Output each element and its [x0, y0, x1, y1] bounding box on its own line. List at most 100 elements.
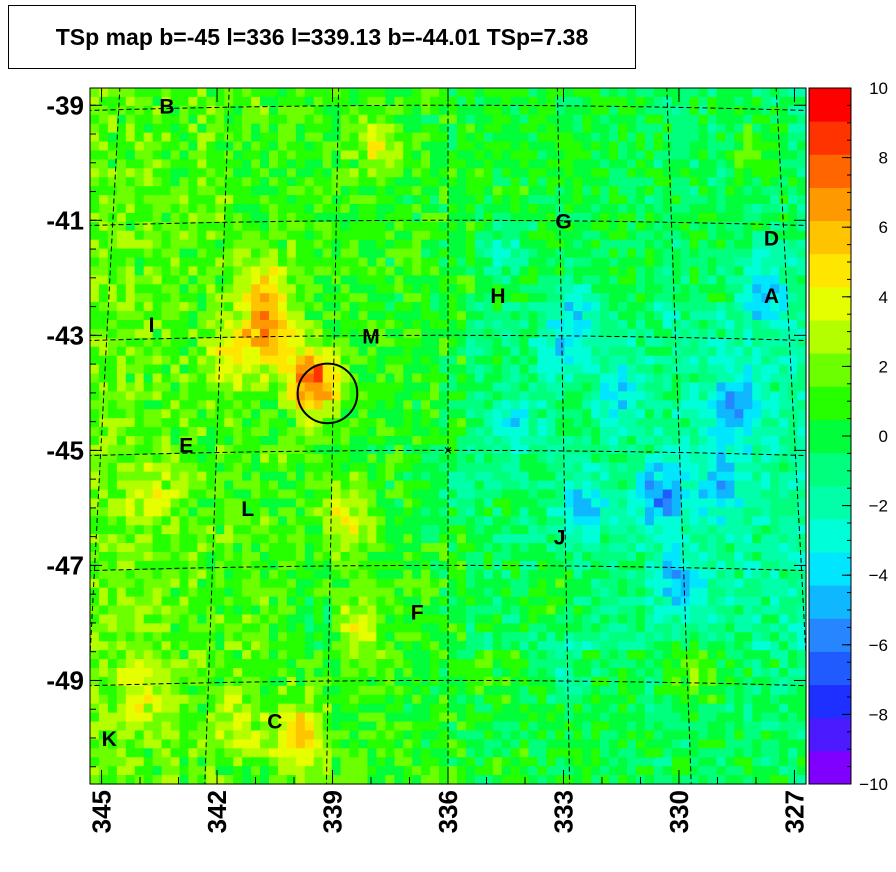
heatmap-cell [644, 239, 655, 250]
heatmap-cell [510, 337, 521, 348]
heatmap-cell [501, 221, 512, 232]
heatmap-cell [546, 578, 556, 589]
heatmap-cell [161, 284, 172, 294]
heatmap-cell [573, 284, 583, 294]
heatmap-cell [322, 96, 333, 107]
heatmap-cell [448, 212, 458, 223]
heatmap-cell [600, 471, 610, 482]
heatmap-cell [340, 623, 351, 633]
heatmap-cell [358, 391, 369, 401]
heatmap-cell [456, 123, 467, 134]
heatmap-cell [313, 507, 324, 517]
heatmap-cell [788, 453, 798, 464]
heatmap-cell [788, 498, 798, 508]
heatmap-cell [483, 168, 494, 178]
heatmap-cell [743, 471, 753, 482]
heatmap-cell [680, 569, 691, 580]
heatmap-cell [671, 204, 682, 214]
heatmap-cell [242, 498, 252, 508]
heatmap-cell [421, 114, 431, 125]
heatmap-cell [286, 596, 297, 607]
heatmap-cell [251, 266, 261, 276]
heatmap-cell [761, 195, 771, 205]
heatmap-cell [215, 257, 225, 268]
heatmap-cell [528, 284, 539, 294]
heatmap-cell [161, 105, 172, 116]
heatmap-cell [277, 498, 288, 508]
heatmap-cell [412, 221, 422, 232]
heatmap-cell [161, 88, 172, 98]
heatmap-cell [680, 632, 691, 642]
heatmap-cell [474, 275, 485, 285]
heatmap-cell [448, 320, 458, 330]
heatmap-cell [107, 337, 118, 348]
heatmap-cell [752, 453, 762, 464]
heatmap-cell [376, 195, 386, 205]
heatmap-cell [439, 543, 449, 553]
heatmap-cell [206, 552, 216, 562]
heatmap-cell [510, 587, 521, 598]
heatmap-cell [233, 578, 243, 589]
heatmap-cell [394, 355, 404, 366]
heatmap-cell [277, 311, 288, 321]
heatmap-cell [161, 614, 172, 624]
heatmap-cell [635, 355, 646, 366]
heatmap-cell [591, 373, 601, 384]
heatmap-cell [653, 320, 664, 330]
heatmap-cell [161, 471, 172, 482]
heatmap-cell [448, 498, 458, 508]
heatmap-cell [260, 355, 270, 366]
heatmap-cell [528, 543, 539, 553]
heatmap-cell [98, 373, 109, 384]
heatmap-cell [537, 632, 548, 642]
heatmap-cell [689, 96, 700, 107]
heatmap-cell [770, 221, 780, 232]
heatmap-cell [331, 498, 342, 508]
heatmap-cell [412, 516, 422, 526]
heatmap-cell [349, 96, 360, 107]
heatmap-cell [465, 230, 476, 241]
heatmap-cell [251, 516, 261, 526]
heatmap-cell [519, 364, 530, 375]
heatmap-cell [313, 257, 324, 268]
heatmap-cell [465, 328, 476, 339]
heatmap-cell [161, 641, 172, 651]
heatmap-cell [224, 186, 234, 196]
heatmap-cell [671, 150, 682, 160]
heatmap-cell [90, 382, 100, 392]
heatmap-cell [689, 132, 700, 143]
heatmap-cell [743, 293, 753, 303]
heatmap-cell [609, 230, 619, 241]
heatmap-cell [707, 560, 718, 571]
heatmap-cell [510, 525, 521, 535]
heatmap-cell [90, 427, 100, 437]
heatmap-cell [224, 605, 234, 616]
heatmap-cell [197, 373, 207, 384]
heatmap-cell [340, 320, 351, 330]
heatmap-cell [143, 355, 154, 366]
heatmap-cell [179, 596, 190, 607]
heatmap-cell [161, 391, 172, 401]
heatmap-cell [421, 96, 431, 107]
heatmap-cell [734, 266, 744, 276]
heatmap-cell [260, 311, 270, 321]
heatmap-cell [421, 623, 431, 633]
heatmap-cell [779, 623, 789, 633]
heatmap-cell [251, 453, 261, 464]
heatmap-cell [385, 623, 395, 633]
heatmap-cell [591, 311, 601, 321]
heatmap-cell [277, 337, 288, 348]
heatmap-cell [98, 507, 109, 517]
heatmap-cell [421, 409, 431, 419]
heatmap-cell [743, 195, 753, 205]
heatmap-cell [591, 507, 601, 517]
heatmap-cell [788, 221, 798, 232]
heatmap-cell [779, 150, 789, 160]
heatmap-cell [439, 578, 449, 589]
heatmap-cell [412, 105, 422, 116]
heatmap-cell [170, 266, 181, 276]
heatmap-cell [367, 543, 377, 553]
heatmap-cell [492, 150, 503, 160]
heatmap-cell [448, 516, 458, 526]
heatmap-cell [116, 489, 127, 500]
